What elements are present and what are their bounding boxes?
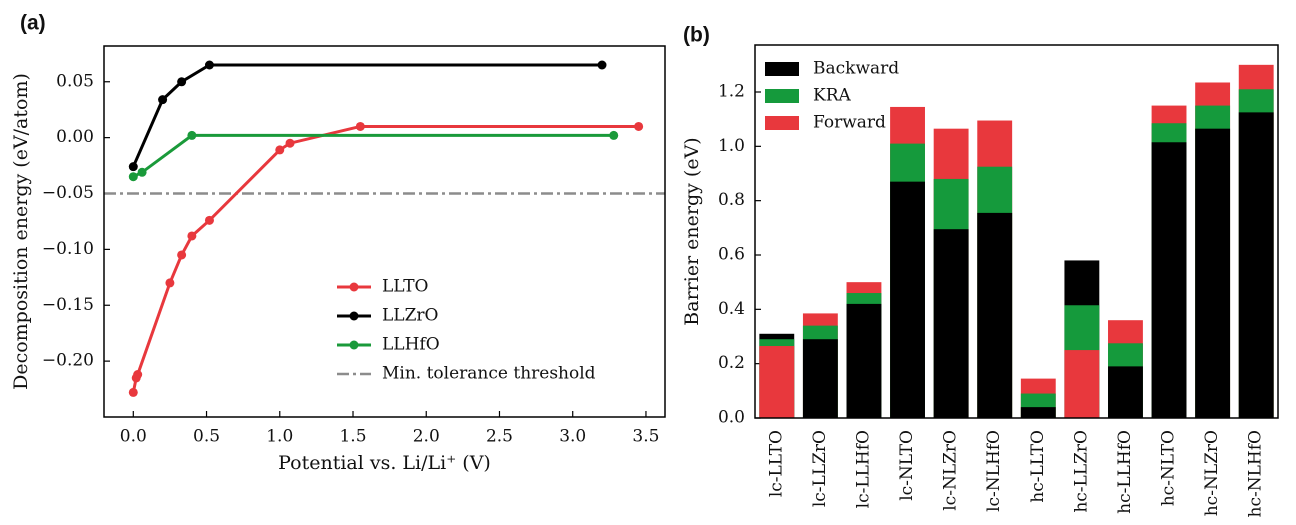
data-point <box>177 77 187 87</box>
series-line <box>131 63 603 168</box>
x-tick-label: lc-LLHfO <box>853 430 873 508</box>
data-point <box>355 121 365 131</box>
y-tick-label: 1.2 <box>718 81 745 101</box>
legend-marker <box>349 340 359 350</box>
x-tick-label: lc-LLZrO <box>810 430 830 507</box>
bar <box>1108 366 1143 418</box>
bar <box>802 339 838 418</box>
data-point <box>128 162 138 172</box>
data-point <box>177 250 187 260</box>
y-axis-label: Decomposition energy (eV/atom) <box>10 73 32 390</box>
x-tick-label: hc-NLHfO <box>1246 430 1266 517</box>
x-tick-label: 3.0 <box>559 427 586 447</box>
data-point <box>275 145 285 155</box>
legend-label: Backward <box>813 59 899 79</box>
legend-swatch <box>765 89 799 103</box>
data-point <box>609 130 619 140</box>
y-tick-label: 0.05 <box>56 71 94 91</box>
x-axis-label: Potential vs. Li/Li⁺ (V) <box>278 452 491 474</box>
bar <box>977 212 1013 418</box>
bar <box>1195 128 1231 418</box>
legend-label: Forward <box>813 113 886 133</box>
data-point <box>597 60 607 70</box>
y-tick-label: −0.20 <box>42 351 94 371</box>
legend-marker <box>349 282 359 292</box>
bar <box>759 346 795 418</box>
x-tick-label: lc-LLTO <box>766 430 786 497</box>
x-tick-label: 3.5 <box>632 427 659 447</box>
x-tick-label: lc-NLZrO <box>941 430 961 511</box>
data-point <box>158 95 168 105</box>
plot-frame <box>103 45 666 418</box>
legend-label: LLTO <box>382 277 428 297</box>
y-tick-label: 0.2 <box>718 353 745 373</box>
bar <box>933 229 969 418</box>
data-point <box>133 370 143 380</box>
legend-label: LLHfO <box>382 335 440 355</box>
panel-label: (b) <box>683 24 710 47</box>
series-line <box>132 133 614 179</box>
x-tick-label: lc-NLHfO <box>984 430 1004 512</box>
y-tick-label: 0.6 <box>718 244 745 264</box>
legend-label: LLZrO <box>382 306 438 326</box>
y-tick-label: 0.8 <box>718 190 745 210</box>
legend-swatch <box>765 116 799 130</box>
x-tick-label: 2.0 <box>413 427 440 447</box>
legend: LLTO LLZrO LLHfO Min. tolerance threshold <box>337 277 596 384</box>
legend-marker <box>349 311 359 321</box>
data-point <box>128 387 138 397</box>
x-tick-label: hc-NLTO <box>1159 430 1179 506</box>
bar <box>1064 350 1100 418</box>
y-tick-label: −0.05 <box>42 183 94 203</box>
x-tick-label: hc-LLZrO <box>1071 430 1091 513</box>
x-tick-label: hc-LLHfO <box>1115 430 1135 514</box>
bar <box>846 303 882 418</box>
y-tick-label: 1.0 <box>718 136 745 156</box>
y-tick-label: −0.15 <box>42 295 94 315</box>
data-point <box>165 278 175 288</box>
plot-frame <box>754 44 1279 419</box>
legend: Backward KRA Forward <box>765 59 899 133</box>
x-tick-label: hc-LLTO <box>1028 430 1048 503</box>
data-point <box>187 130 197 140</box>
x-tick-label: 0.0 <box>120 427 147 447</box>
bar <box>1238 112 1274 419</box>
bar <box>1020 407 1056 418</box>
bar <box>890 181 925 418</box>
y-tick-label: −0.10 <box>42 239 94 259</box>
data-point <box>128 172 138 182</box>
x-tick-label: 1.0 <box>266 427 293 447</box>
data-point <box>634 121 644 131</box>
legend-label: KRA <box>813 86 852 106</box>
x-tick-label: 2.5 <box>486 427 513 447</box>
data-point <box>285 138 295 148</box>
y-tick-label: 0.00 <box>56 127 94 147</box>
x-tick-label: 0.5 <box>193 427 220 447</box>
bar <box>1151 142 1187 419</box>
x-tick-label: lc-NLTO <box>897 430 917 501</box>
legend-swatch <box>765 62 799 76</box>
data-point <box>137 167 147 177</box>
data-point <box>204 215 214 225</box>
y-tick-label: 0.0 <box>718 408 745 428</box>
y-tick-label: 0.4 <box>718 299 745 319</box>
panel-label: (a) <box>20 12 46 35</box>
data-point <box>187 231 197 241</box>
x-tick-label: hc-NLZrO <box>1202 430 1222 516</box>
legend-label: Min. tolerance threshold <box>382 364 596 384</box>
data-point <box>204 60 214 70</box>
y-axis-label: Barrier energy (eV) <box>681 137 703 325</box>
x-tick-label: 1.5 <box>339 427 366 447</box>
